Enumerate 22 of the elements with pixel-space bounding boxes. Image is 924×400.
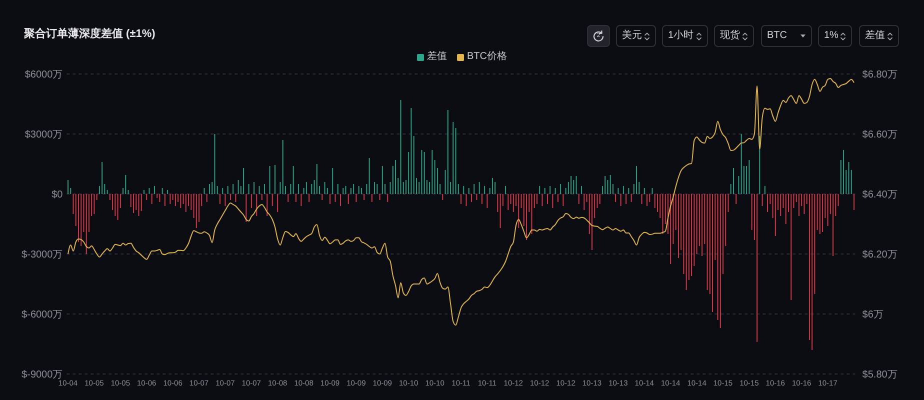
dropdown-field: 1% bbox=[818, 25, 852, 47]
y-tick-label: $-9000万 bbox=[22, 370, 63, 381]
dropdown-field: 1小时 bbox=[662, 25, 708, 47]
y-tick-label: $6000万 bbox=[24, 70, 63, 81]
y2-tick-label: $6.20万 bbox=[862, 250, 898, 261]
legend-label: 差值 bbox=[427, 51, 447, 63]
y-tick-label: $3000万 bbox=[24, 130, 63, 141]
dropdown-field: 差值 bbox=[859, 25, 899, 47]
chart-title: 聚合订单薄深度差值 (±1%) bbox=[24, 28, 156, 41]
y-tick-label: $-3000万 bbox=[22, 250, 63, 261]
dropdown-field: BTC bbox=[761, 25, 812, 47]
dropdown-field: 现货 bbox=[714, 25, 754, 47]
legend-label: BTC价格 bbox=[467, 51, 507, 63]
y2-tick-label: $6.60万 bbox=[862, 130, 898, 141]
dropdown-field: 美元 bbox=[616, 25, 656, 47]
y-tick-label: $0 bbox=[52, 190, 64, 201]
y2-tick-label: $6.40万 bbox=[862, 190, 898, 201]
y-tick-label: $-6000万 bbox=[22, 310, 63, 321]
y2-tick-label: $6万 bbox=[862, 310, 884, 321]
y2-tick-label: $6.80万 bbox=[862, 70, 898, 81]
line-series bbox=[68, 78, 854, 326]
y2-tick-label: $5.80万 bbox=[862, 370, 898, 381]
